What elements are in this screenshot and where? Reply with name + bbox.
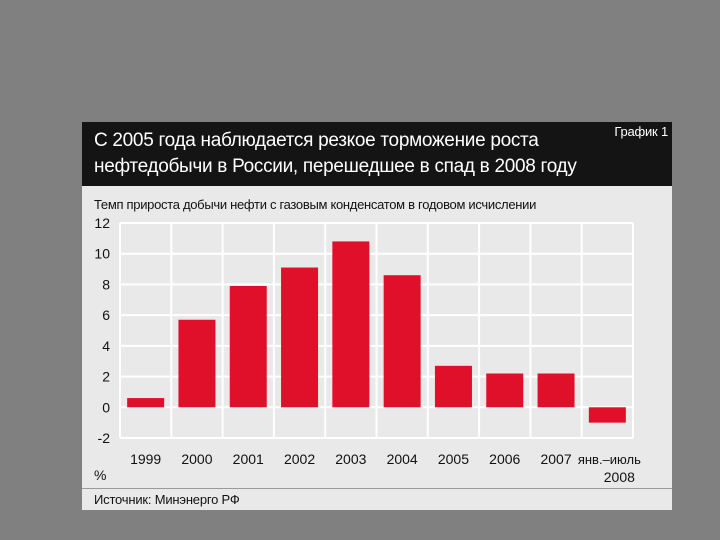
bar-4 xyxy=(332,241,370,408)
y-tick-label: 6 xyxy=(102,307,110,323)
y-tick-label: 4 xyxy=(102,338,110,354)
footer-divider xyxy=(82,488,672,489)
x-tick-label: 2004 xyxy=(387,451,418,467)
chart-subtitle: Темп прироста добычи нефти с газовым кон… xyxy=(94,197,537,212)
bar-1 xyxy=(178,319,216,408)
y-tick-label: -2 xyxy=(98,430,111,446)
x-tick-label: 2003 xyxy=(335,451,366,467)
y-axis-ticks: 12 10 8 6 4 2 0 -2 xyxy=(94,215,110,446)
y-tick-label: 12 xyxy=(94,215,110,231)
x-tick-label: 2005 xyxy=(438,451,469,467)
bar-6 xyxy=(434,365,472,408)
x-tick-label: 2006 xyxy=(489,451,520,467)
bar-7 xyxy=(486,373,524,408)
bars xyxy=(127,241,626,423)
bar-2 xyxy=(229,285,267,408)
x-tick-label: 2007 xyxy=(540,451,571,467)
y-tick-label: 10 xyxy=(94,246,110,262)
bar-5 xyxy=(383,275,421,408)
bar-3 xyxy=(281,267,319,408)
bar-0 xyxy=(127,398,165,408)
y-tick-label: 8 xyxy=(102,276,110,292)
chart-title: С 2005 года наблюдается резкое торможени… xyxy=(94,130,577,177)
x-tick-label: 2001 xyxy=(233,451,264,467)
x-tick-label: 1999 xyxy=(130,451,161,467)
y-tick-label: 2 xyxy=(102,369,110,385)
x-tick-label: 2002 xyxy=(284,451,315,467)
y-axis-unit: % xyxy=(94,467,107,483)
chart-card: С 2005 года наблюдается резкое торможени… xyxy=(82,122,672,510)
bar-8 xyxy=(537,373,575,408)
bar-chart-plot: 12 10 8 6 4 2 0 -2 1999 2000 2001 2002 2003 2004 2005… xyxy=(94,215,641,485)
chart-number: График 1 xyxy=(614,124,668,139)
chart-header: С 2005 года наблюдается резкое торможени… xyxy=(82,122,672,186)
x-axis-ticks: 1999 2000 2001 2002 2003 2004 2005 2006 2007 янв.… xyxy=(130,451,641,485)
x-tick-label: янв.–июль 2008 xyxy=(578,452,641,485)
y-tick-label: 0 xyxy=(102,399,110,415)
source-note: Источник: Минэнерго РФ xyxy=(94,492,240,507)
bar-9 xyxy=(588,407,626,423)
x-tick-label: 2000 xyxy=(181,451,212,467)
